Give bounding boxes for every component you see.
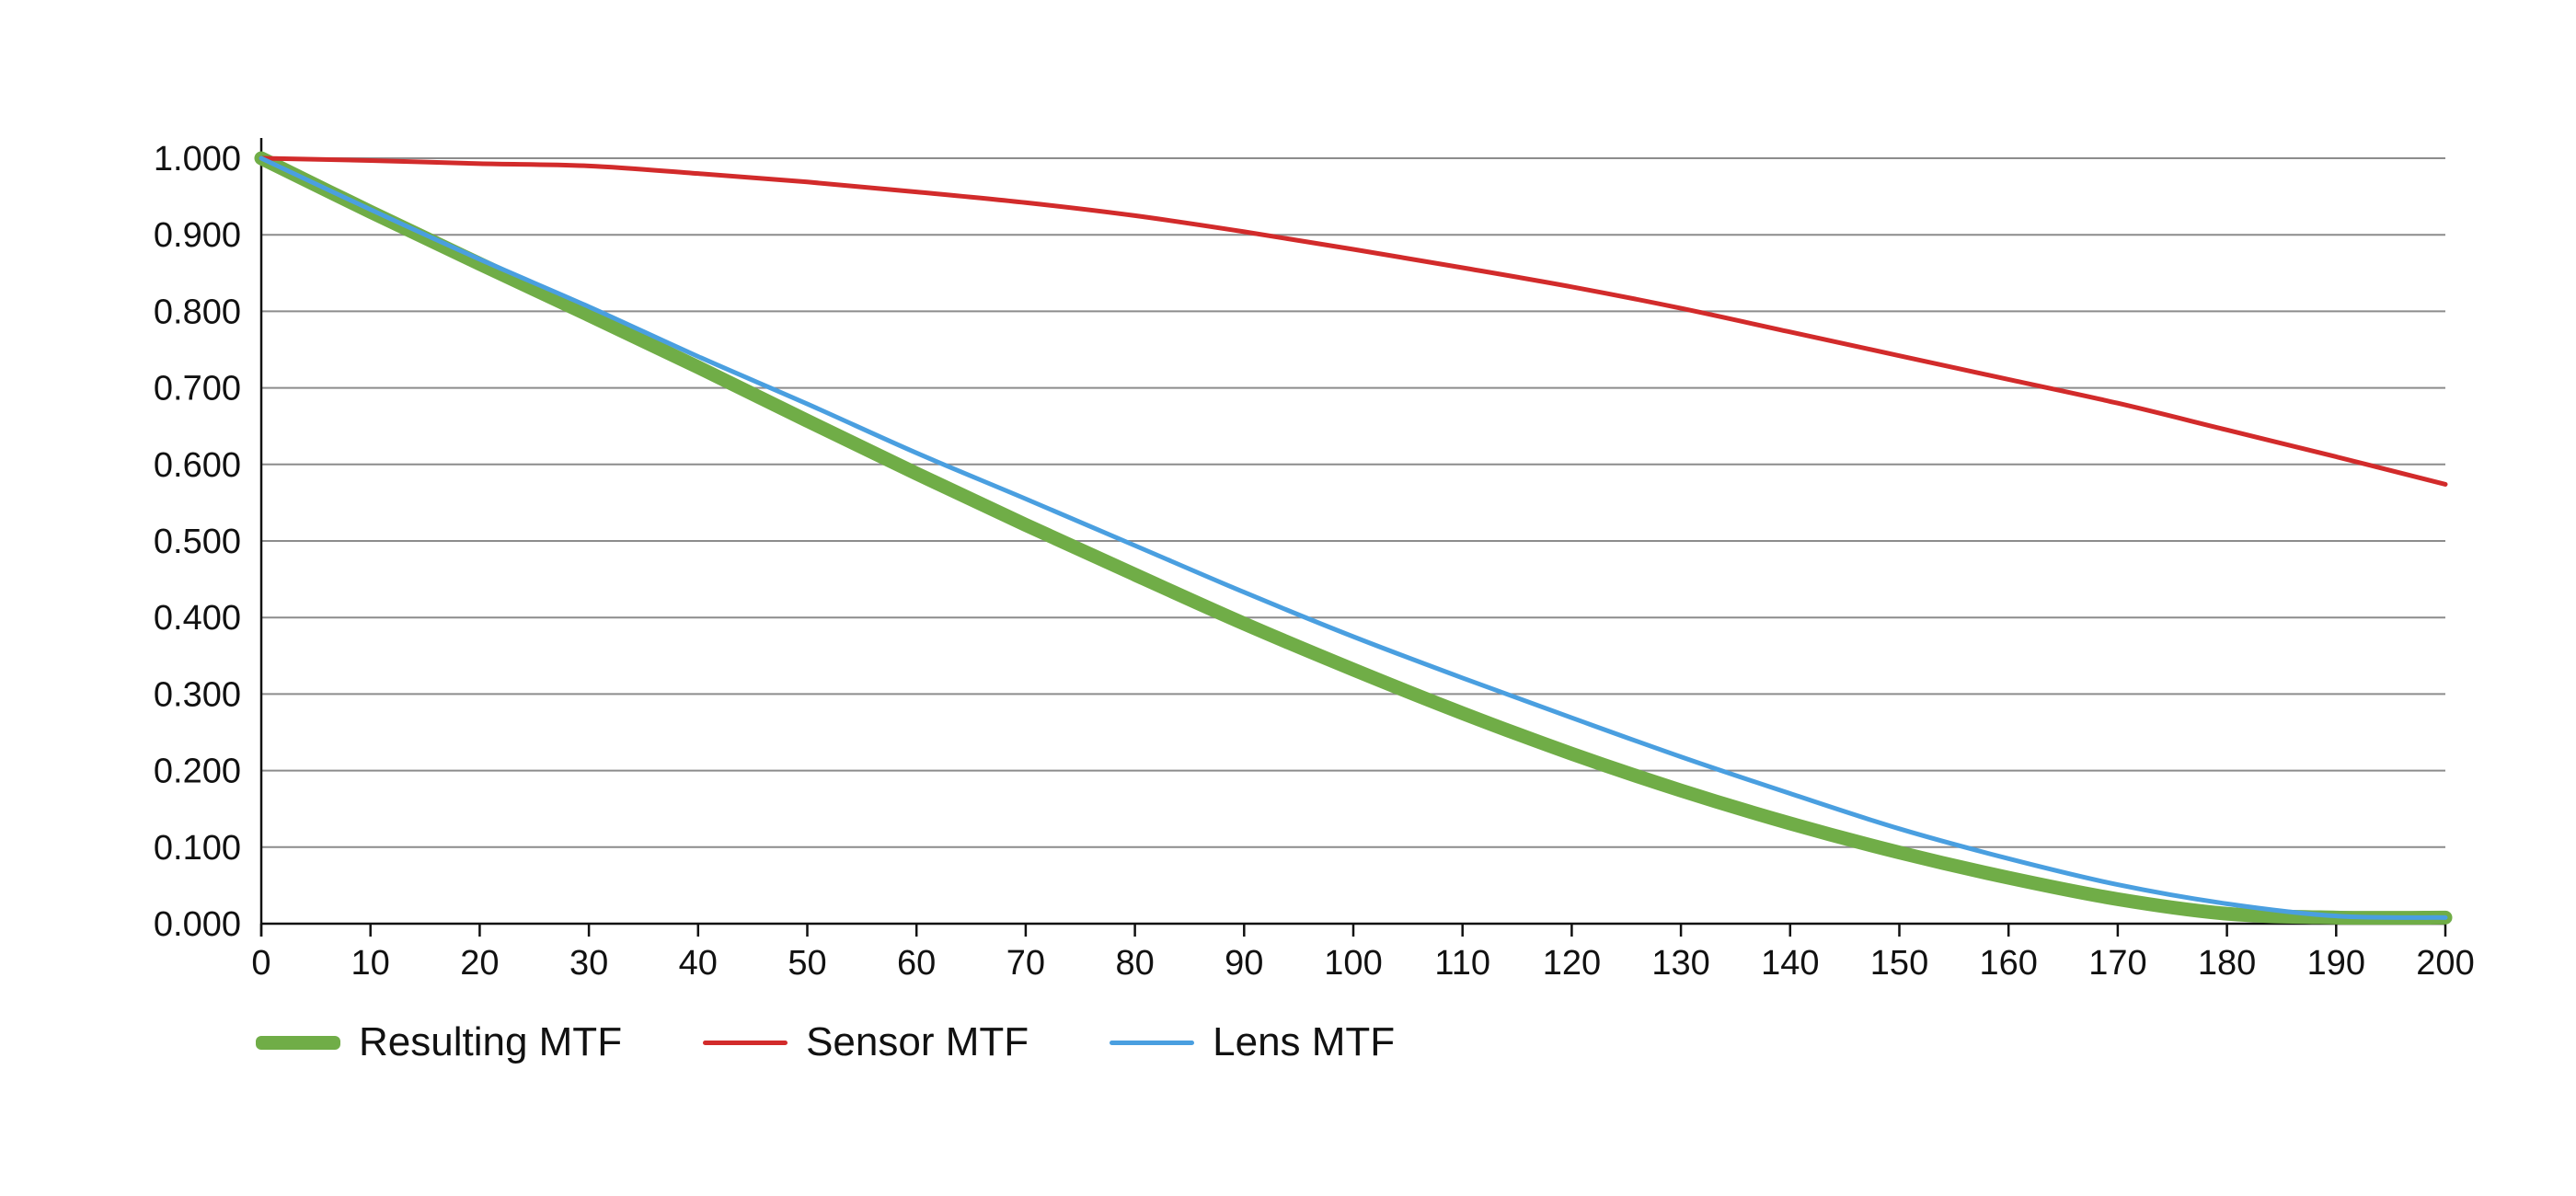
- x-tick-label: 50: [788, 944, 826, 983]
- x-tick-label: 40: [679, 944, 718, 983]
- y-tick-label: 0.500: [154, 523, 241, 561]
- x-tick-label: 10: [351, 944, 390, 983]
- x-tick-label: 170: [2088, 944, 2146, 983]
- legend-item-resulting-mtf: Resulting MTF: [256, 1019, 622, 1065]
- x-tick-label: 190: [2307, 944, 2365, 983]
- legend-swatch: [703, 1040, 788, 1045]
- x-tick-label: 110: [1434, 944, 1490, 983]
- legend-item-sensor-mtf: Sensor MTF: [703, 1019, 1029, 1065]
- x-tick-label: 30: [569, 944, 608, 983]
- x-axis-tick-labels: 0 10 20 30 40 50 60 70 80 90 100 110 120 130 140 150 160…: [251, 944, 2474, 983]
- x-tick-label: 120: [1543, 944, 1601, 983]
- x-tick-label: 140: [1761, 944, 1819, 983]
- x-tick-label: 100: [1324, 944, 1382, 983]
- y-tick-label: 0.100: [154, 829, 241, 868]
- legend: Resulting MTF Sensor MTF Lens MTF: [256, 1019, 1476, 1065]
- x-tick-label: 0: [251, 944, 270, 983]
- y-tick-label: 0.800: [154, 293, 241, 331]
- y-tick-label: 0.700: [154, 370, 241, 408]
- x-tick-label: 130: [1651, 944, 1709, 983]
- x-tick-label: 60: [897, 944, 936, 983]
- x-tick-label: 180: [2198, 944, 2256, 983]
- legend-label: Resulting MTF: [359, 1019, 623, 1064]
- series-line-lens-mtf: [259, 155, 2448, 920]
- gridlines: [261, 157, 2445, 848]
- y-tick-label: 0.600: [154, 446, 241, 485]
- series-line-sensor-mtf: [259, 155, 2448, 487]
- x-tick-label: 200: [2416, 944, 2474, 983]
- y-tick-label: 1.000: [154, 140, 241, 178]
- legend-label: Lens MTF: [1213, 1019, 1396, 1064]
- x-tick-label: 70: [1006, 944, 1045, 983]
- y-tick-label: 0.900: [154, 216, 241, 255]
- legend-label: Sensor MTF: [806, 1019, 1029, 1064]
- series-line-resulting-mtf: [254, 151, 2453, 926]
- y-tick-label: 0.200: [154, 753, 241, 791]
- x-tick-label: 80: [1115, 944, 1154, 983]
- series-lines: [254, 151, 2453, 926]
- legend-item-lens-mtf: Lens MTF: [1110, 1019, 1395, 1065]
- x-tick-label: 150: [1870, 944, 1928, 983]
- legend-swatch: [1110, 1040, 1195, 1045]
- y-tick-label: 0.400: [154, 599, 241, 638]
- y-axis-tick-labels: 0.000 0.100 0.200 0.300 0.400 0.500 0.600 0.700…: [154, 140, 241, 944]
- axes: [259, 138, 2447, 937]
- x-tick-label: 90: [1225, 944, 1263, 983]
- x-tick-label: 160: [1979, 944, 2037, 983]
- legend-swatch: [256, 1035, 340, 1050]
- y-tick-label: 0.000: [154, 905, 241, 944]
- y-tick-label: 0.300: [154, 675, 241, 714]
- x-tick-label: 20: [460, 944, 499, 983]
